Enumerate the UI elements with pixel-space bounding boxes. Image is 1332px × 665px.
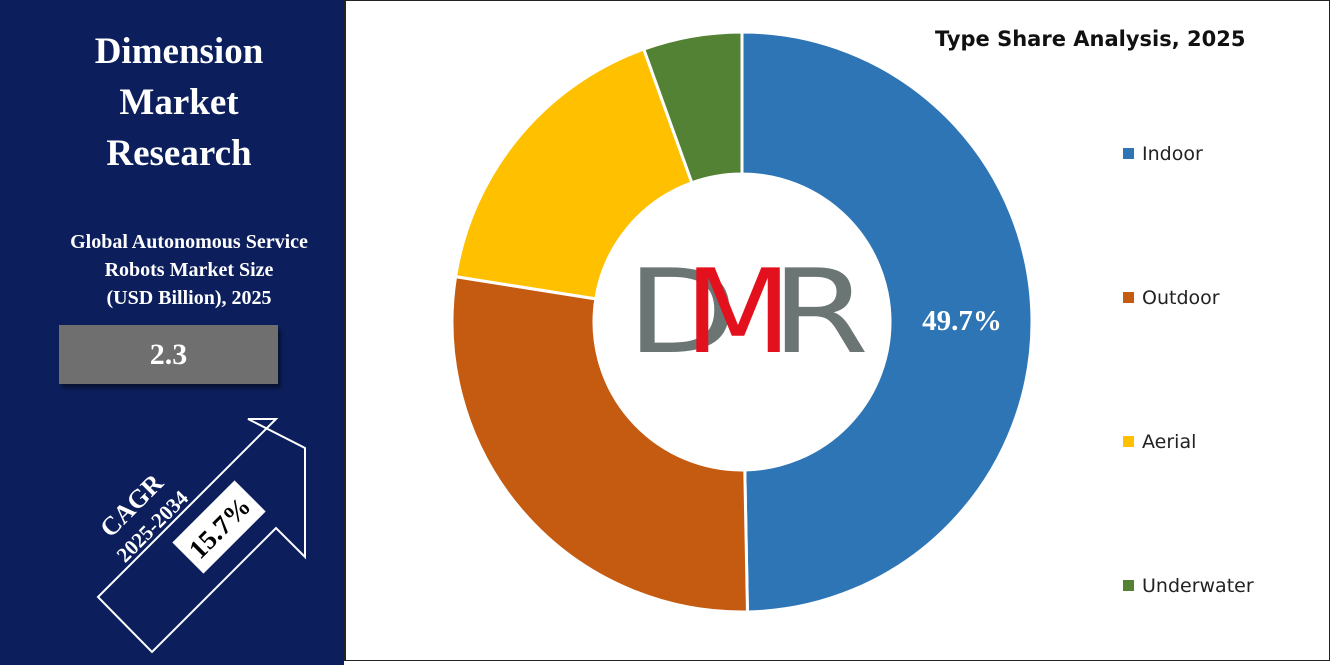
donut-slice-aerial (453, 47, 694, 301)
logo-letter-r: R (771, 245, 869, 380)
market-subtitle: Global Autonomous Service Robots Market … (0, 228, 378, 312)
market-subtitle-line: Global Autonomous Service (70, 231, 308, 253)
legend-swatch (1123, 148, 1134, 159)
brand-title-line: Dimension (94, 31, 264, 72)
donut-slice-outdoor (450, 274, 749, 614)
market-value: 2.3 (149, 337, 188, 371)
donut-slice-indoor (740, 30, 1034, 614)
legend-label: Outdoor (1142, 287, 1220, 309)
market-subtitle-line: Robots Market Size (104, 259, 274, 281)
legend-label: Indoor (1142, 143, 1203, 165)
market-subtitle-line: (USD Billion), 2025 (106, 287, 272, 309)
cagr-value-box (172, 480, 266, 574)
market-value-box: 2.3 (59, 325, 278, 384)
donut-data-labels: 49.7% (922, 305, 1002, 337)
donut-slice-underwater (641, 30, 744, 185)
legend-item-underwater: Underwater (1123, 575, 1254, 597)
legend-item-aerial: Aerial (1123, 431, 1196, 453)
brand-title-line: Market (119, 82, 239, 123)
cagr-arrow-graphic: CAGR 2025-2034 15.7% (94, 418, 306, 654)
cagr-arrow-outline (96, 418, 306, 654)
legend-item-outdoor: Outdoor (1123, 287, 1220, 309)
logo-letter-d: D (626, 245, 738, 380)
legend-item-indoor: Indoor (1123, 143, 1203, 165)
legend-swatch (1123, 292, 1134, 303)
legend-swatch (1123, 436, 1134, 447)
legend-swatch (1123, 580, 1134, 591)
logo-letter-m: M (684, 245, 792, 380)
legend-label: Aerial (1142, 431, 1197, 453)
donut-slices (450, 30, 1034, 614)
dmr-logo: D M R (626, 245, 869, 380)
legend-label: Underwater (1142, 575, 1254, 597)
data-label-indoor: 49.7% (922, 305, 1002, 337)
chart-title: Type Share Analysis, 2025 (935, 27, 1246, 51)
chart-frame (344, 0, 1330, 661)
brand-title-line: Research (106, 133, 252, 174)
brand-title: Dimension Market Research (0, 26, 358, 179)
